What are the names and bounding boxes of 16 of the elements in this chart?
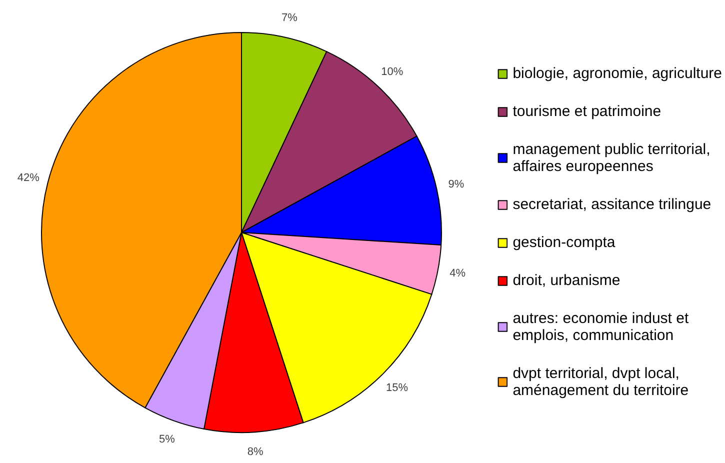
legend-label: droit, urbanisme xyxy=(512,272,620,288)
legend-label: dvpt territorial, dvpt local, aménagement du territoire xyxy=(512,364,689,398)
data-label: 9% xyxy=(448,178,464,191)
data-label: 10% xyxy=(381,66,404,78)
data-label: 7% xyxy=(282,12,298,24)
data-label: 42% xyxy=(17,172,40,184)
data-label: 15% xyxy=(386,382,408,394)
legend-label: management public territorial, affaires europeennes xyxy=(512,140,710,174)
legend-label: tourisme et patrimoine xyxy=(512,102,662,120)
legend-label: secretariat, assitance trilingue xyxy=(512,196,712,212)
legend-label: gestion-compta xyxy=(512,234,616,250)
legend-label: autres: economie indust et emplois, communication xyxy=(512,310,689,344)
data-label: 8% xyxy=(247,446,264,458)
data-label: 5% xyxy=(159,433,176,446)
legend-label: biologie, agronomie, agriculture xyxy=(512,64,722,82)
data-label: 4% xyxy=(450,268,466,280)
